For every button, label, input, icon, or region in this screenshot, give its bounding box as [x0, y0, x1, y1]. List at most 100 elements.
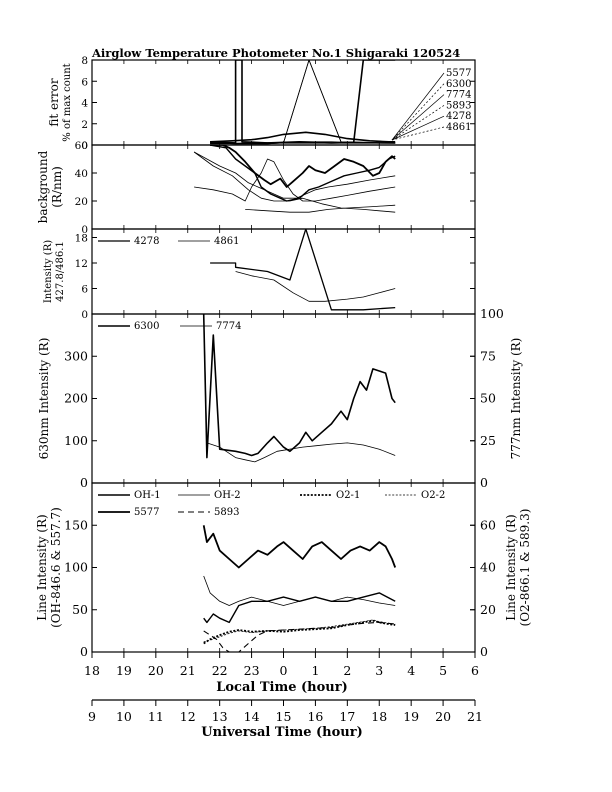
universal-time-tick-label: 13 — [212, 709, 228, 724]
y-tick-label: 100 — [64, 560, 88, 575]
y-right-tick-label: 75 — [480, 348, 496, 363]
y-tick-label: 0 — [80, 475, 88, 490]
legend-leader-6300 — [391, 83, 445, 141]
panel-frame — [91, 144, 476, 230]
y-tick-label: 6 — [81, 284, 88, 296]
legend-leader-5577 — [391, 72, 445, 141]
series-line-5893 — [210, 60, 396, 145]
y-axis-label: background — [36, 150, 50, 223]
legend-label-5577: 5577 — [446, 68, 471, 79]
panel-fit-error: 0 2 4 6 8 fit error% of max count 557763007774… — [47, 55, 476, 152]
universal-time-tick-label: 10 — [116, 709, 132, 724]
legend-label-4278: 4278 — [134, 236, 159, 247]
y-tick-label: 4 — [81, 98, 88, 110]
local-time-axis: 18 19 20 21 22 23 0 1 2 3 4 5 6 — [84, 652, 479, 678]
local-time-tick-label: 22 — [212, 663, 228, 678]
universal-time-tick-label: 21 — [467, 709, 483, 724]
series-line-6300 — [202, 314, 396, 459]
local-time-tick-label: 23 — [244, 663, 260, 678]
series-line-4861 — [245, 204, 396, 213]
y-tick-label: 150 — [64, 517, 88, 532]
y-right-tick-label: 100 — [480, 306, 504, 321]
y-tick-label: 0 — [81, 140, 88, 152]
y-axis-label: fit error — [47, 78, 61, 126]
y-axis-label: (OH-846.6 & 557.7) — [49, 507, 63, 628]
universal-time-tick-label: 18 — [371, 709, 387, 724]
y-axis-label-right: Line Intensity (R) — [504, 514, 518, 620]
universal-time-tick-label: 12 — [180, 709, 196, 724]
series-line-7774 — [203, 314, 396, 463]
series-line-oh-2 — [203, 575, 396, 606]
y-tick-label: 0 — [80, 644, 88, 659]
y-tick-label: 200 — [64, 391, 88, 406]
legend-leader-7774 — [391, 94, 445, 141]
series-line-oh-1 — [203, 592, 396, 624]
legend-leader-5893 — [391, 105, 445, 141]
figure-title: Airglow Temperature Photometer No.1 Shig… — [91, 46, 460, 60]
series-line-7774 — [193, 151, 396, 199]
y-tick-label: 20 — [75, 196, 88, 208]
series-group — [210, 60, 396, 145]
local-time-axis-label: Local Time (hour) — [216, 680, 348, 695]
local-time-tick-label: 18 — [84, 663, 100, 678]
legend-label-7774: 7774 — [446, 90, 471, 101]
y-axis-label: 630nm Intensity (R) — [37, 338, 51, 460]
y-tick-label: 50 — [72, 602, 88, 617]
y-tick-label: 300 — [64, 348, 88, 363]
panel-frame — [91, 313, 476, 484]
series-group — [202, 525, 397, 652]
local-time-tick-label: 6 — [471, 663, 479, 678]
series-line-6300 — [210, 60, 396, 144]
universal-time-tick-label: 16 — [307, 709, 323, 724]
y-axis-label-right: (O2-866.1 & 589.3) — [518, 509, 532, 627]
panel-background: 0 20 40 60 background (R/nm) — [36, 140, 476, 236]
local-time-tick-label: 21 — [180, 663, 196, 678]
legend-label-oh-1: OH-1 — [134, 490, 161, 501]
y-right-tick-label: 0 — [480, 644, 488, 659]
y-tick-label: 18 — [75, 233, 88, 245]
panel-intensity-4278-4861: 0 6 12 18 Intensity (R) 427.8/486.1 4278 4861 — [43, 228, 476, 321]
panel-frame — [91, 59, 476, 146]
y-axis-label: Line Intensity (R) — [35, 514, 49, 620]
y-axis-label: Intensity (R) — [43, 240, 54, 303]
series-line-5577 — [210, 145, 396, 188]
series-line-5577 — [202, 525, 397, 569]
legend-label-6300: 6300 — [134, 321, 159, 332]
y-tick-label: 100 — [64, 433, 88, 448]
legend-label-4278: 4278 — [446, 111, 471, 122]
legend-label-5577: 5577 — [134, 507, 159, 518]
series-group — [202, 314, 396, 463]
series-line-o2-1 — [203, 619, 396, 645]
universal-time-tick-label: 9 — [88, 709, 96, 724]
y-axis-label: (R/nm) — [50, 166, 64, 208]
local-time-tick-label: 19 — [116, 663, 132, 678]
y-tick-label: 6 — [81, 76, 88, 88]
series-group — [193, 145, 396, 213]
legend-label-o2-2: O2-2 — [421, 490, 445, 501]
series-line-5893 — [203, 621, 396, 652]
legend-leader-4278 — [391, 115, 445, 141]
local-time-tick-label: 2 — [343, 663, 351, 678]
series-line-4278 — [193, 151, 396, 213]
panel-intensity-6300-7774: 0 100 200 300 0 25 50 75 100 630nm Intensity (R) 7… — [37, 306, 523, 490]
local-time-tick-label: 3 — [375, 663, 383, 678]
local-time-tick-label: 1 — [311, 663, 319, 678]
universal-time-tick-label: 15 — [276, 709, 292, 724]
legend-label-5893: 5893 — [214, 507, 239, 518]
legend-leader-4861 — [391, 126, 445, 141]
y-tick-label: 0 — [81, 224, 88, 236]
y-tick-label: 40 — [75, 168, 88, 180]
local-time-tick-label: 0 — [280, 663, 288, 678]
y-right-tick-label: 40 — [480, 560, 496, 575]
local-time-tick-label: 5 — [439, 663, 447, 678]
y-right-tick-label: 0 — [480, 475, 488, 490]
universal-time-tick-label: 20 — [435, 709, 451, 724]
universal-time-tick-label: 19 — [403, 709, 419, 724]
series-line-4861 — [210, 141, 396, 145]
y-tick-label: 12 — [75, 258, 88, 270]
series-line-4278 — [210, 229, 396, 311]
y-axis-label: 427.8/486.1 — [55, 241, 66, 302]
y-tick-label: 2 — [81, 119, 88, 131]
